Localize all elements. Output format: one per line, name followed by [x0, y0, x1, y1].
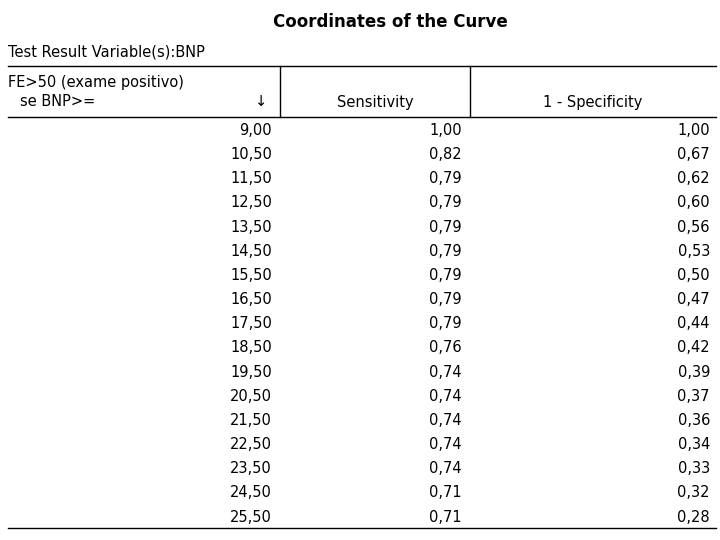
Text: FE>50 (exame positivo): FE>50 (exame positivo) [8, 75, 184, 90]
Text: 0,36: 0,36 [678, 413, 710, 428]
Text: Coordinates of the Curve: Coordinates of the Curve [273, 13, 508, 31]
Text: 0,44: 0,44 [678, 316, 710, 331]
Text: 0,82: 0,82 [429, 147, 462, 162]
Text: 0,71: 0,71 [429, 510, 462, 525]
Text: Sensitivity: Sensitivity [337, 94, 413, 110]
Text: 0,76: 0,76 [429, 340, 462, 355]
Text: 0,28: 0,28 [678, 510, 710, 525]
Text: 0,60: 0,60 [678, 195, 710, 210]
Text: 0,79: 0,79 [429, 268, 462, 283]
Text: ↓: ↓ [255, 94, 267, 110]
Text: 1 - Specificity: 1 - Specificity [544, 94, 643, 110]
Text: 0,32: 0,32 [678, 485, 710, 501]
Text: 0,74: 0,74 [429, 389, 462, 404]
Text: 17,50: 17,50 [230, 316, 272, 331]
Text: 1,00: 1,00 [429, 123, 462, 138]
Text: 0,39: 0,39 [678, 364, 710, 380]
Text: 0,53: 0,53 [678, 244, 710, 259]
Text: 12,50: 12,50 [230, 195, 272, 210]
Text: 16,50: 16,50 [230, 292, 272, 307]
Text: 21,50: 21,50 [230, 413, 272, 428]
Text: 11,50: 11,50 [230, 171, 272, 186]
Text: 13,50: 13,50 [230, 219, 272, 234]
Text: 15,50: 15,50 [230, 268, 272, 283]
Text: 0,79: 0,79 [429, 195, 462, 210]
Text: 20,50: 20,50 [230, 389, 272, 404]
Text: 0,79: 0,79 [429, 219, 462, 234]
Text: 0,34: 0,34 [678, 437, 710, 452]
Text: 0,74: 0,74 [429, 364, 462, 380]
Text: 0,74: 0,74 [429, 437, 462, 452]
Text: 0,74: 0,74 [429, 461, 462, 476]
Text: 0,67: 0,67 [678, 147, 710, 162]
Text: 18,50: 18,50 [230, 340, 272, 355]
Text: 0,71: 0,71 [429, 485, 462, 501]
Text: 22,50: 22,50 [230, 437, 272, 452]
Text: 1,00: 1,00 [678, 123, 710, 138]
Text: 0,62: 0,62 [678, 171, 710, 186]
Text: 0,79: 0,79 [429, 292, 462, 307]
Text: 0,42: 0,42 [678, 340, 710, 355]
Text: 10,50: 10,50 [230, 147, 272, 162]
Text: 0,50: 0,50 [678, 268, 710, 283]
Text: se BNP>=: se BNP>= [20, 94, 95, 110]
Text: 24,50: 24,50 [230, 485, 272, 501]
Text: 0,79: 0,79 [429, 316, 462, 331]
Text: 0,79: 0,79 [429, 244, 462, 259]
Text: 0,74: 0,74 [429, 413, 462, 428]
Text: 0,56: 0,56 [678, 219, 710, 234]
Text: 23,50: 23,50 [230, 461, 272, 476]
Text: 25,50: 25,50 [230, 510, 272, 525]
Text: 0,47: 0,47 [678, 292, 710, 307]
Text: 14,50: 14,50 [230, 244, 272, 259]
Text: 0,33: 0,33 [678, 461, 710, 476]
Text: 0,37: 0,37 [678, 389, 710, 404]
Text: 19,50: 19,50 [230, 364, 272, 380]
Text: Test Result Variable(s):BNP: Test Result Variable(s):BNP [8, 44, 205, 59]
Text: 0,79: 0,79 [429, 171, 462, 186]
Text: 9,00: 9,00 [239, 123, 272, 138]
